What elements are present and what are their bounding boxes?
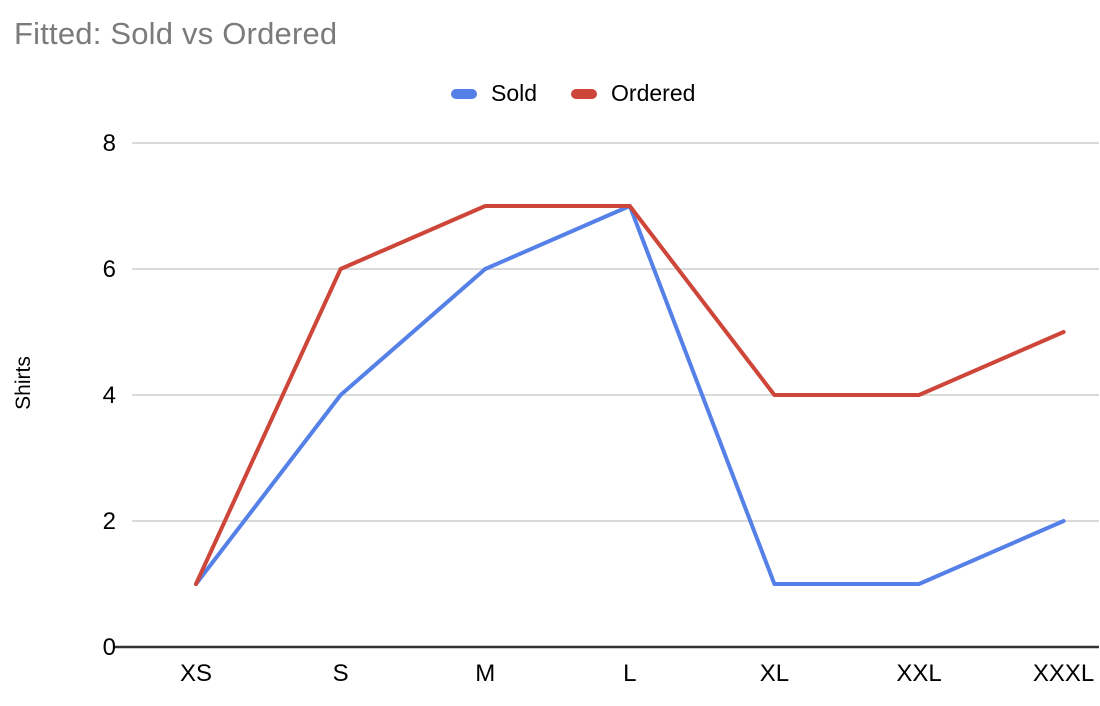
legend-label-sold: Sold	[491, 80, 538, 106]
x-category-label: M	[475, 660, 495, 687]
chart-title: Fitted: Sold vs Ordered	[14, 16, 338, 51]
legend-swatch-sold-icon	[451, 88, 477, 99]
y-tick-label: 2	[103, 508, 116, 535]
x-category-label: XS	[180, 660, 212, 687]
legend-item-sold[interactable]: Sold	[451, 80, 537, 107]
legend-item-ordered[interactable]: Ordered	[571, 80, 695, 107]
x-category-label: XL	[760, 660, 789, 687]
y-tick-label: 4	[103, 382, 116, 409]
x-category-label: XXXL	[1033, 660, 1094, 687]
x-category-label: S	[333, 660, 349, 687]
y-tick-label: 0	[103, 634, 116, 661]
legend-label-ordered: Ordered	[611, 80, 696, 106]
y-tick-label: 6	[103, 256, 116, 283]
series-line-ordered	[194, 204, 1066, 586]
y-tick-label: 8	[103, 130, 116, 157]
x-category-label: L	[623, 660, 636, 687]
chart-legend: Sold Ordered	[451, 80, 695, 107]
legend-swatch-ordered-icon	[571, 88, 598, 99]
x-category-label: XXL	[896, 660, 941, 687]
